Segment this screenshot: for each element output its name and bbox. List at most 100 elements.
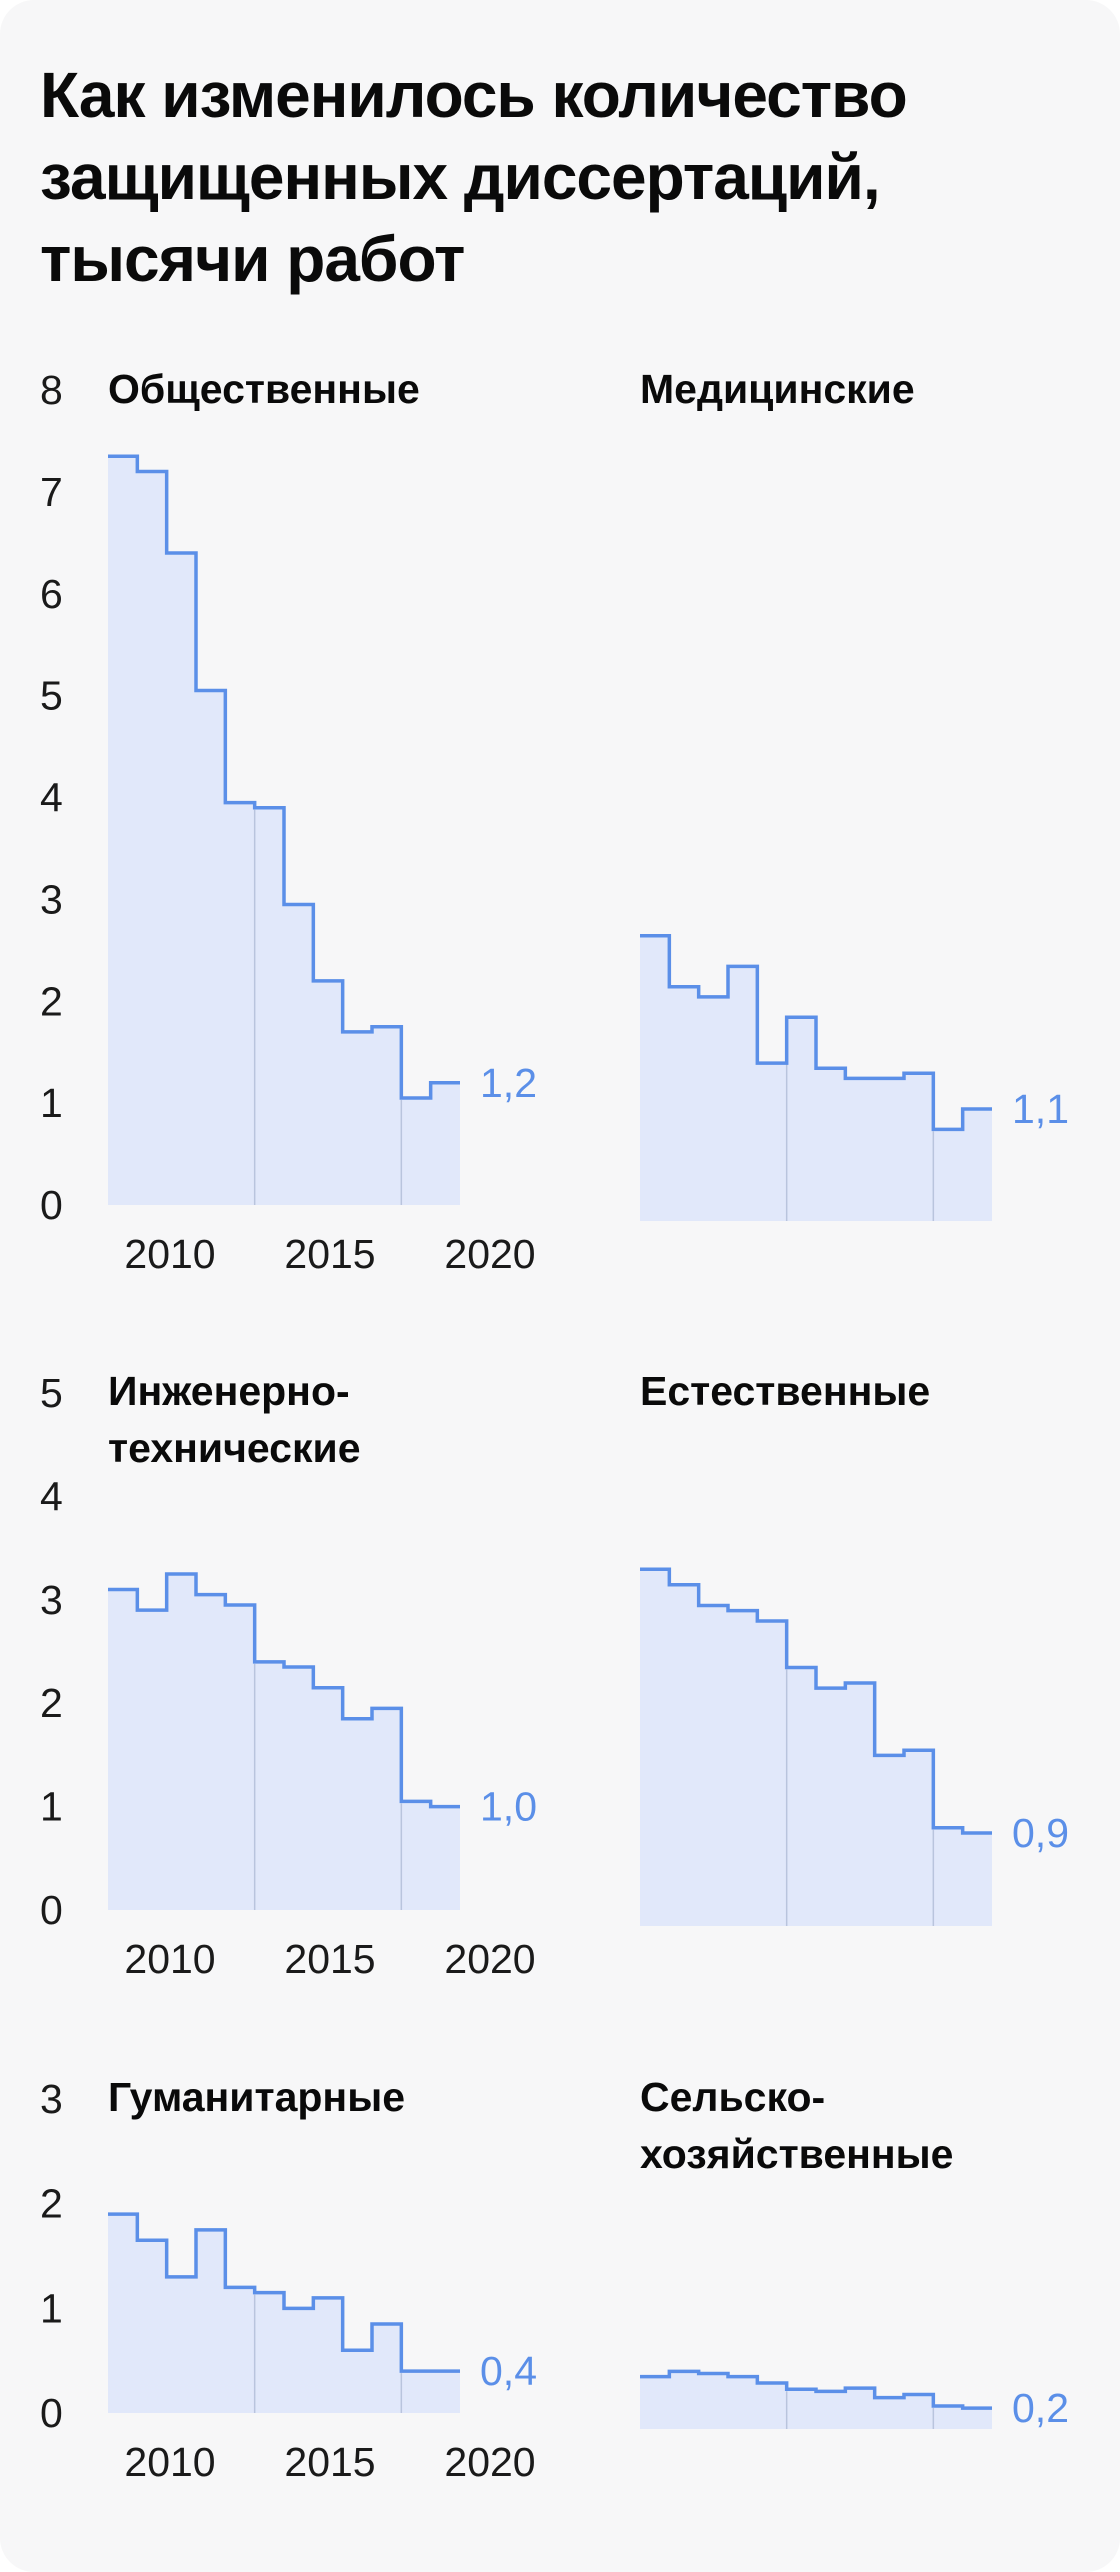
y-tick-label: 5 [40,1370,63,1416]
data-step [167,2277,196,2413]
x-tick-label: 2010 [124,1231,215,1277]
data-step [816,2391,845,2429]
data-step [669,1585,698,1926]
data-step [640,936,669,1221]
title-line: тысячи работ [40,223,465,295]
y-tick-label: 6 [40,571,63,617]
x-tick-label: 2010 [124,2439,215,2485]
data-step [255,808,284,1205]
data-step [313,981,342,1205]
x-tick-label: 2015 [284,2439,375,2485]
data-step [343,1032,372,1205]
data-step [196,691,225,1205]
data-step [137,2240,166,2413]
data-step [728,966,757,1221]
x-tick-label: 2020 [444,2439,535,2485]
data-step [669,2371,698,2429]
data-step [845,1078,874,1221]
page-title: Как изменилось количество защищенных дис… [40,54,1080,300]
data-step [255,2293,284,2413]
data-step [875,2398,904,2429]
data-step [108,456,137,1205]
data-step [875,1755,904,1926]
data-step [255,1662,284,1910]
y-tick-label: 2 [40,2181,63,2227]
data-step [669,987,698,1221]
y-tick-label: 0 [40,1182,63,1228]
data-step [313,2298,342,2413]
data-step [372,1027,401,1205]
data-step [963,1833,992,1926]
title-line: Как изменилось количество [40,59,908,131]
data-step [284,1667,313,1910]
series-line [640,2369,992,2410]
panel-title: Гуманитарные [108,2074,405,2120]
data-step [167,553,196,1205]
series-line [640,1567,992,1835]
y-tick-label: 2 [40,1680,63,1726]
data-step [343,2350,372,2413]
data-step [728,1611,757,1926]
data-step [757,1621,786,1926]
end-value-label: 1,0 [480,1784,537,1830]
data-step [372,1708,401,1910]
y-tick-label: 4 [40,1473,63,1519]
data-step [640,2377,669,2429]
panel-title: Естественные [640,1368,930,1414]
y-tick-label: 7 [40,469,63,515]
area-fill [640,935,992,1221]
x-tick-label: 2020 [444,1936,535,1982]
area-fill [108,1573,460,1910]
data-step [431,1083,460,1205]
y-tick-label: 1 [40,2285,63,2331]
data-step [816,1068,845,1221]
data-step [933,2406,962,2429]
data-step [284,2308,313,2413]
data-step [875,1078,904,1221]
panel-title: Медицинские [640,366,915,412]
data-step [431,2371,460,2413]
data-step [728,2377,757,2429]
data-step [699,2374,728,2429]
panel-title: хозяйственные [640,2131,954,2177]
y-tick-label: 1 [40,1784,63,1830]
data-step [904,1750,933,1926]
data-step [757,1063,786,1221]
x-tick-label: 2015 [284,1231,375,1277]
y-tick-label: 2 [40,978,63,1024]
chart-panel: 0 1 2 3 4 5 Инженерно-технические 1,0 2010 2015 20… [40,1368,537,1982]
series-line [108,454,460,1100]
data-step [225,2287,254,2413]
y-tick-label: 0 [40,1887,63,1933]
data-step [787,2389,816,2429]
data-step [401,1098,430,1205]
area-fill [640,1569,992,1926]
panel-title: Сельско- [640,2074,825,2120]
data-step [816,1688,845,1926]
data-step [845,1683,874,1926]
chart-panel: Естественные 0,9 [640,1368,1069,1926]
x-tick-label: 2010 [124,1936,215,1982]
y-tick-label: 3 [40,2076,63,2122]
y-tick-label: 4 [40,775,63,821]
chart-panel: Сельско-хозяйственные 0,2 [640,2074,1069,2431]
data-step [699,997,728,1221]
data-step [904,1073,933,1221]
data-step [845,2388,874,2429]
chart-panel: Медицинские 1,1 [640,366,1069,1221]
panel-title: технические [108,1425,361,1471]
series-line [108,2212,460,2373]
data-step [196,2230,225,2413]
panel-title: Общественные [108,366,420,412]
data-step [757,2383,786,2429]
area-fill [640,2371,992,2429]
end-value-label: 0,4 [480,2348,537,2394]
panel-title: Инженерно- [108,1368,350,1414]
y-tick-label: 0 [40,2390,63,2436]
chart-panel: 0 1 2 3 Гуманитарные 0,4 2010 2015 2020 [40,2074,537,2485]
series-line [108,1572,460,1809]
data-step [137,472,166,1206]
data-step [431,1807,460,1910]
